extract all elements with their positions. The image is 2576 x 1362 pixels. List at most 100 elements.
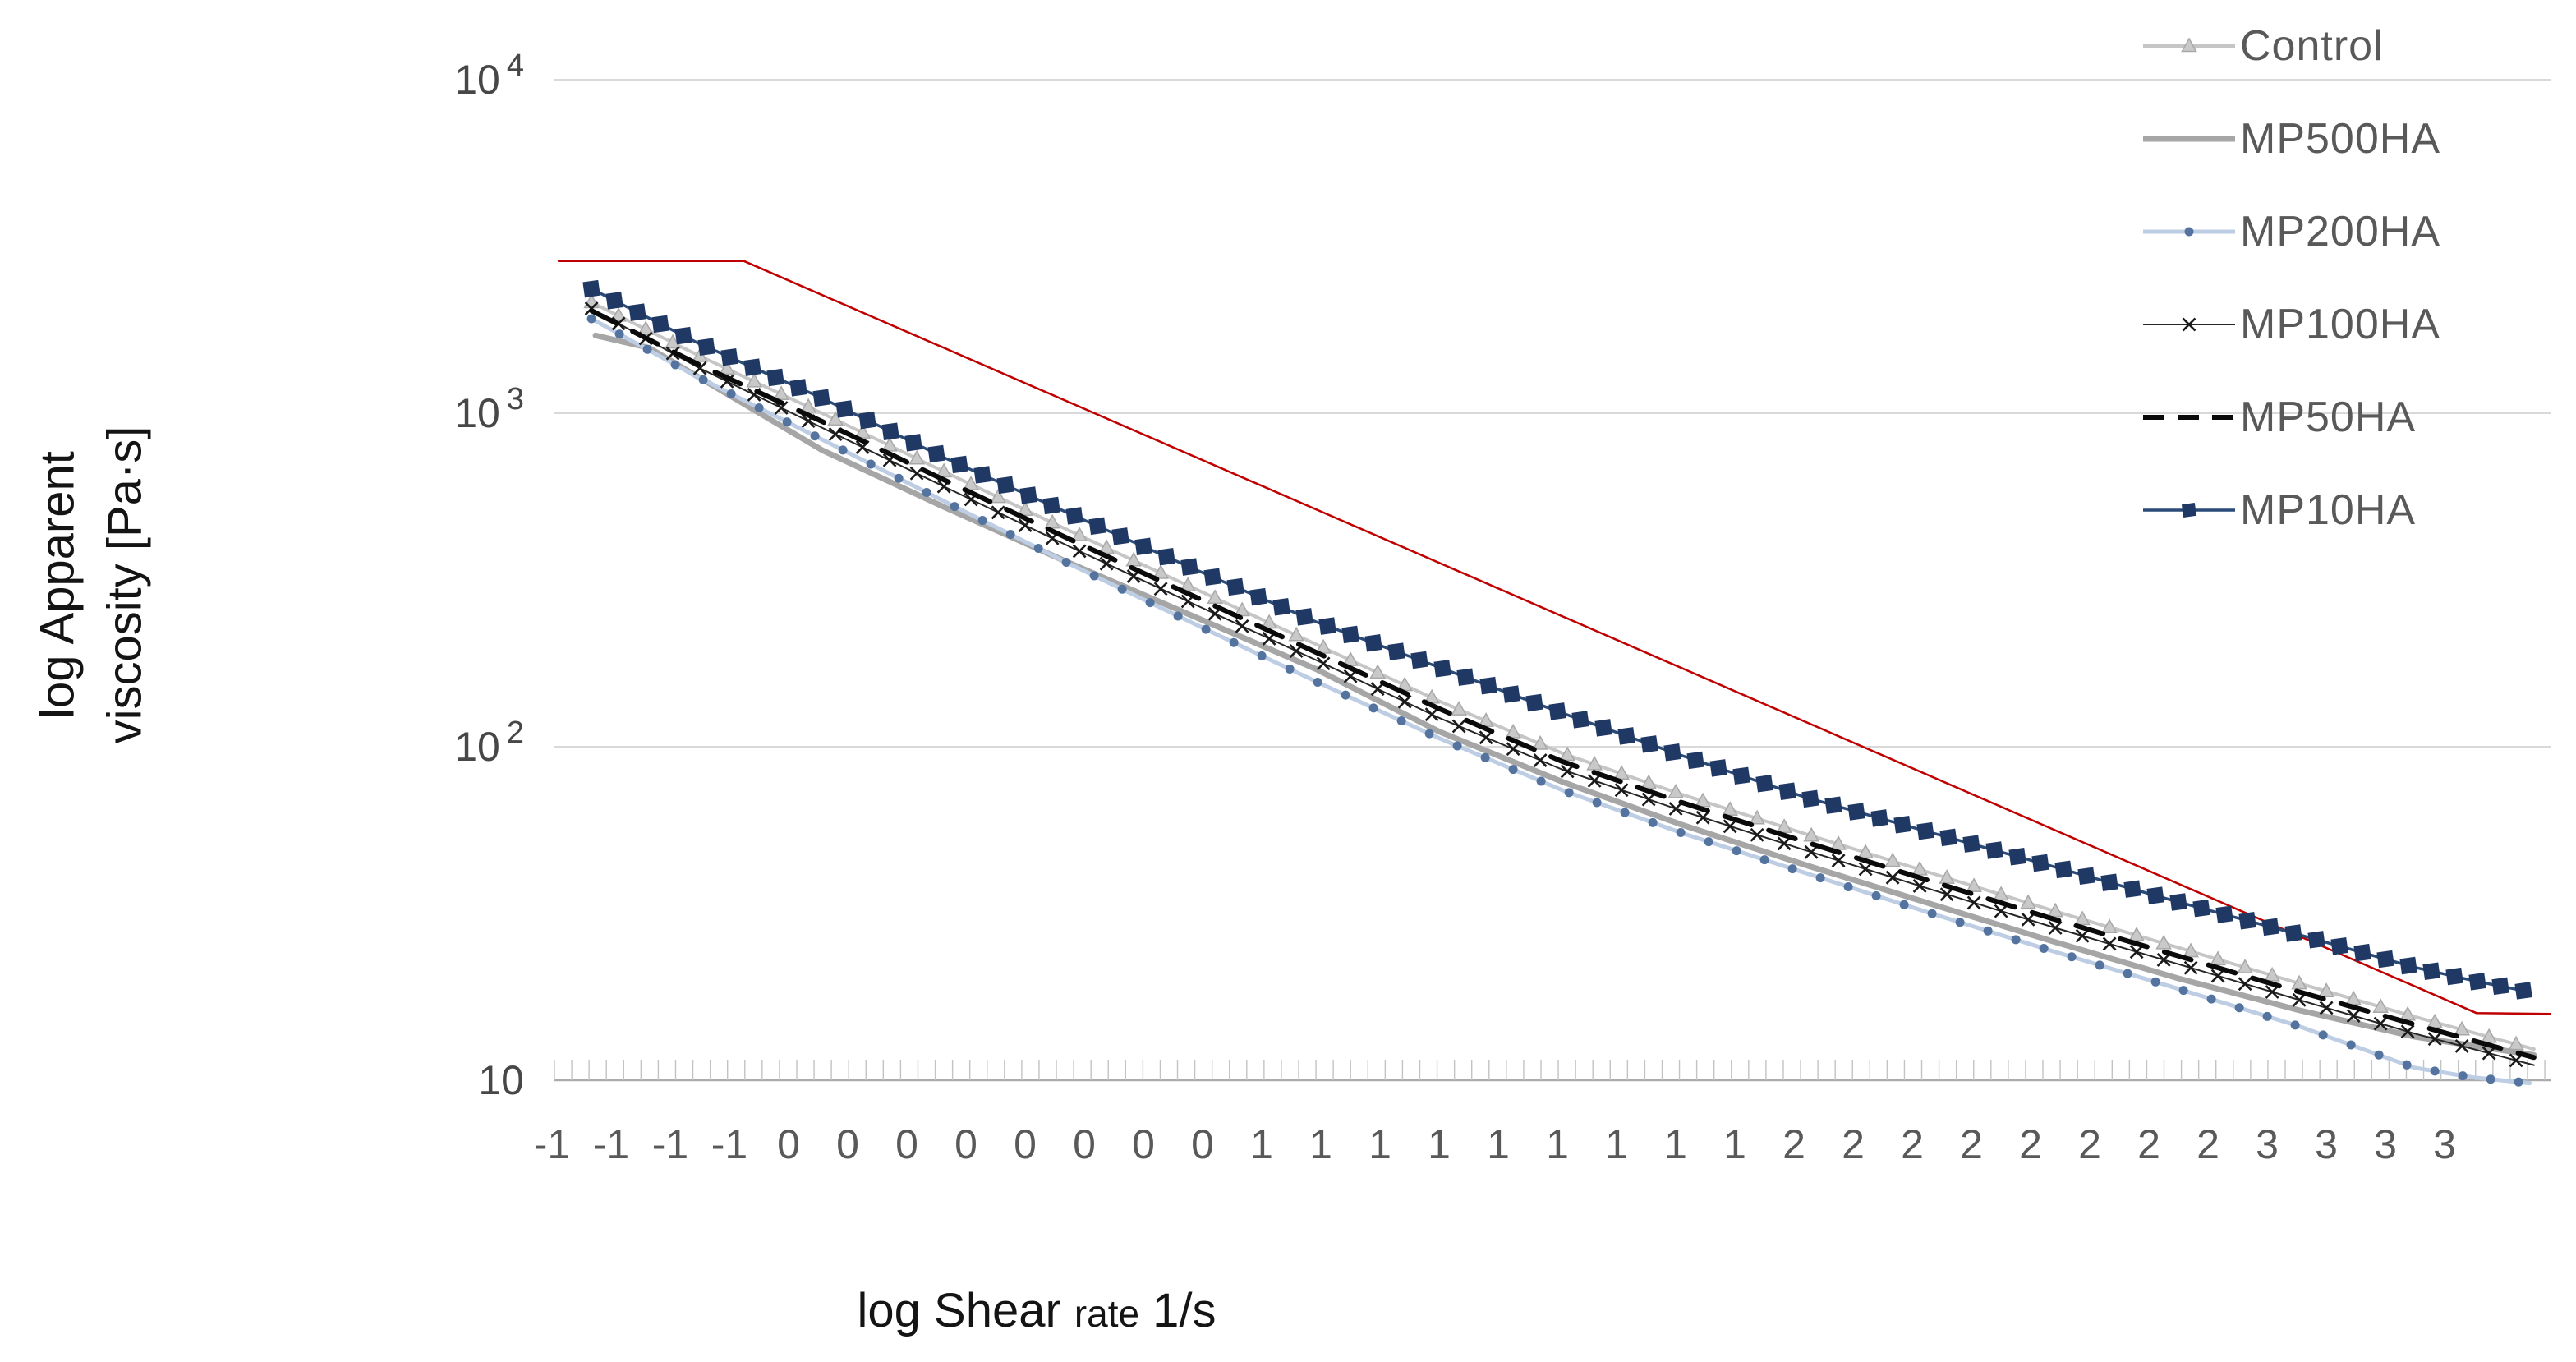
triangle-marker: [1288, 626, 1304, 642]
triangle-marker: [1722, 801, 1738, 816]
x-tick-label: 2: [2137, 1121, 2160, 1167]
triangle-marker: [854, 424, 871, 439]
y-tick-label: 10 2: [454, 716, 524, 770]
triangle-marker: [746, 372, 762, 388]
triangle-marker: [1966, 877, 1982, 893]
x-axis-title-small: rate: [1074, 1292, 1140, 1335]
circle-marker: [1732, 846, 1741, 856]
x-tick-label: 0: [1132, 1121, 1155, 1167]
circle-marker: [922, 487, 932, 497]
circle-marker: [754, 403, 764, 413]
circle-marker: [670, 360, 680, 370]
legend-item-control: Control: [2141, 21, 2384, 71]
x-marker: [1533, 753, 1548, 767]
circle-marker: [2290, 1020, 2300, 1030]
square-marker: [2192, 899, 2210, 918]
x-marker: [1994, 904, 2008, 918]
x-tick-label: 1: [1723, 1121, 1746, 1167]
circle-marker: [1815, 873, 1825, 883]
x-axis-title-main: log Shear: [857, 1284, 1061, 1337]
circle-marker: [1564, 788, 1574, 798]
triangle-marker: [1071, 527, 1088, 541]
legend-swatch-mp500ha: [2143, 136, 2235, 142]
square-marker: [1111, 527, 1129, 545]
x-tick-label: -1: [533, 1121, 571, 1167]
triangle-marker: [2128, 927, 2145, 941]
circle-marker: [1313, 677, 1322, 687]
series-mp50ha: [589, 308, 2537, 1061]
series-control: [583, 293, 2536, 1051]
circle-marker: [1117, 584, 1127, 594]
triangle-marker: [1315, 638, 1332, 654]
circle-marker: [2011, 935, 2021, 945]
triangle-marker: [665, 334, 681, 349]
circle-marker: [2234, 1003, 2244, 1013]
x-marker: [1831, 854, 1846, 868]
square-marker: [1157, 547, 1175, 566]
legend-label: MP10HA: [2240, 486, 2417, 534]
square-marker: [2215, 905, 2233, 923]
triangle-marker: [1640, 774, 1657, 789]
square-marker: [789, 379, 807, 397]
legend-label: MP100HA: [2240, 301, 2440, 348]
circle-marker: [1201, 624, 1211, 634]
triangle-marker: [990, 488, 1006, 504]
square-marker: [812, 389, 830, 407]
square-marker: [1318, 617, 1336, 635]
x-marker: [1479, 730, 1493, 745]
triangle-marker: [2481, 1028, 2497, 1043]
circle-marker: [1061, 558, 1071, 568]
legend-swatch-mp100ha: [2143, 317, 2235, 332]
x-tick-label: 3: [2315, 1121, 2338, 1167]
square-marker: [1364, 634, 1382, 652]
square-marker: [2181, 502, 2197, 518]
square-marker: [1065, 507, 1083, 525]
circle-marker: [2402, 1060, 2412, 1070]
triangle-marker: [2183, 942, 2199, 958]
circle-marker: [2486, 1074, 2496, 1084]
circle-marker: [838, 445, 848, 455]
triangle-marker: [1993, 886, 2009, 901]
circle-marker: [1257, 651, 1267, 660]
x-tick-label: 1: [1368, 1121, 1392, 1167]
x-marker: [1451, 719, 1466, 734]
circle-marker: [1229, 637, 1239, 647]
circle-marker: [2095, 960, 2104, 970]
x-marker: [2482, 1046, 2496, 1061]
square-marker: [1663, 743, 1681, 762]
x-tick-label: 1: [1309, 1121, 1332, 1167]
y-axis-title: log Apparent viscosity [Pa·s]: [25, 426, 160, 744]
square-marker: [1985, 841, 2003, 859]
square-marker: [2468, 973, 2486, 991]
legend-item-mp10ha: MP10HA: [2141, 485, 2416, 535]
square-marker: [1042, 496, 1060, 515]
circle-marker: [1285, 664, 1295, 674]
series-mp500ha: [592, 332, 2537, 1058]
circle-marker: [1368, 703, 1378, 713]
x-marker: [774, 401, 789, 415]
square-marker: [1479, 676, 1497, 695]
circle-marker: [866, 459, 876, 469]
square-marker: [2054, 860, 2072, 879]
circle-marker: [810, 431, 820, 441]
triangle-marker: [908, 449, 925, 465]
x-marker: [1912, 879, 1927, 893]
square-marker: [1088, 517, 1106, 536]
triangle-marker: [2210, 950, 2226, 966]
circle-marker: [726, 389, 736, 398]
x-tick-label: 1: [1428, 1121, 1451, 1167]
x-tick-label: 3: [2433, 1121, 2456, 1167]
square-marker: [1686, 751, 1704, 770]
series-mp200ha: [586, 314, 2532, 1087]
x-marker: [1614, 783, 1629, 798]
square-marker: [2169, 893, 2187, 911]
triangle-marker: [2318, 982, 2334, 997]
x-tick-label: 2: [2019, 1121, 2042, 1167]
circle-marker: [950, 502, 959, 512]
circle-marker: [1536, 776, 1546, 786]
x-marker: [2183, 960, 2198, 975]
triangle-marker: [1369, 664, 1386, 679]
x-marker: [1695, 810, 1710, 825]
square-marker: [2261, 918, 2279, 936]
